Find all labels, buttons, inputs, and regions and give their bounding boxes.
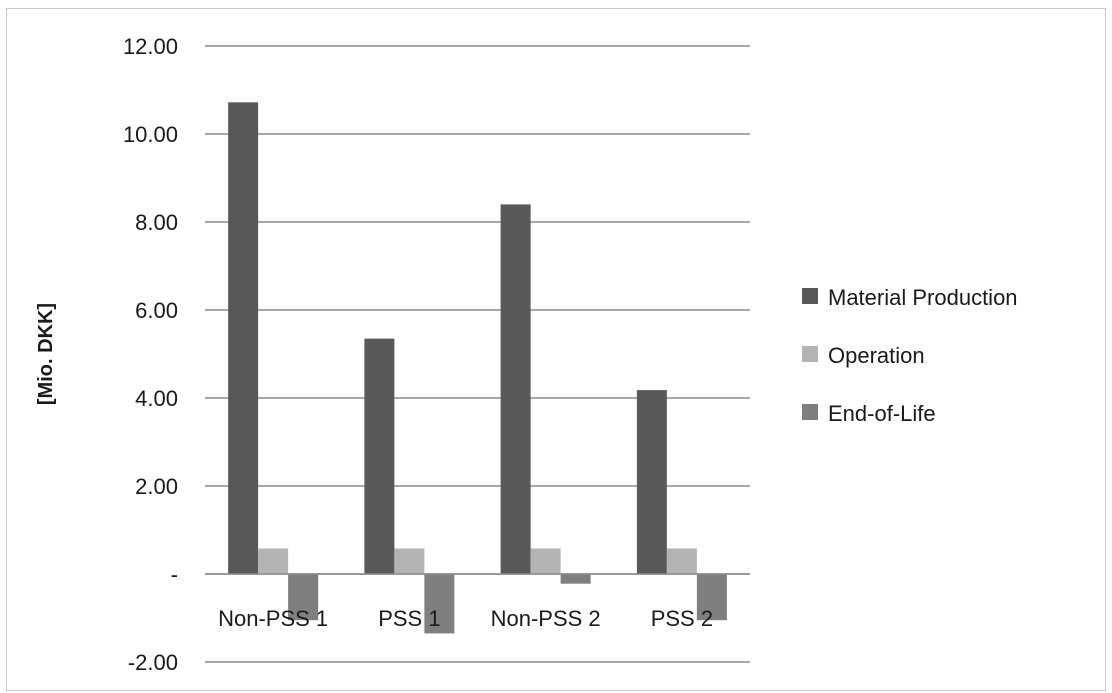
category-label: Non-PSS 2 bbox=[491, 606, 601, 631]
bar-operation-non-pss-1 bbox=[258, 548, 289, 574]
legend-label: Material Production bbox=[828, 285, 1018, 310]
chart-frame bbox=[6, 8, 1106, 691]
bars bbox=[228, 102, 727, 634]
category-label: PSS 2 bbox=[651, 606, 713, 631]
bar-end-of-life-pss-1 bbox=[424, 574, 455, 634]
y-tick-label: 6.00 bbox=[135, 298, 178, 323]
y-tick-label: 8.00 bbox=[135, 210, 178, 235]
bar-material-production-pss-2 bbox=[636, 390, 667, 574]
category-labels: Non-PSS 1 PSS 1 Non-PSS 2 PSS 2 bbox=[218, 606, 713, 631]
legend-label: Operation bbox=[828, 343, 925, 368]
y-tick-label: -2.00 bbox=[128, 650, 178, 675]
bar-operation-pss-2 bbox=[666, 548, 697, 574]
bar-operation-pss-1 bbox=[394, 548, 425, 574]
legend-swatch bbox=[802, 346, 818, 362]
bar-operation-non-pss-2 bbox=[530, 548, 561, 574]
y-tick-label: 10.00 bbox=[123, 122, 178, 147]
bar-end-of-life-pss-2 bbox=[696, 574, 727, 621]
category-label: Non-PSS 1 bbox=[218, 606, 328, 631]
y-axis-label: [Mio. DKK] bbox=[35, 303, 57, 405]
bar-material-production-non-pss-2 bbox=[500, 204, 531, 574]
bar-material-production-non-pss-1 bbox=[228, 102, 259, 574]
bar-material-production-pss-1 bbox=[364, 338, 395, 574]
legend-swatch bbox=[802, 404, 818, 420]
bar-end-of-life-non-pss-2 bbox=[560, 574, 591, 584]
legend-label: End-of-Life bbox=[828, 401, 936, 426]
y-tick-label: - bbox=[171, 562, 178, 587]
y-tick-label: 12.00 bbox=[123, 34, 178, 59]
legend: Material Production Operation End-of-Life bbox=[802, 285, 1018, 426]
bar-end-of-life-non-pss-1 bbox=[288, 574, 319, 621]
category-label: PSS 1 bbox=[378, 606, 440, 631]
legend-swatch bbox=[802, 288, 818, 304]
y-tick-label: 2.00 bbox=[135, 474, 178, 499]
y-tick-label: 4.00 bbox=[135, 386, 178, 411]
